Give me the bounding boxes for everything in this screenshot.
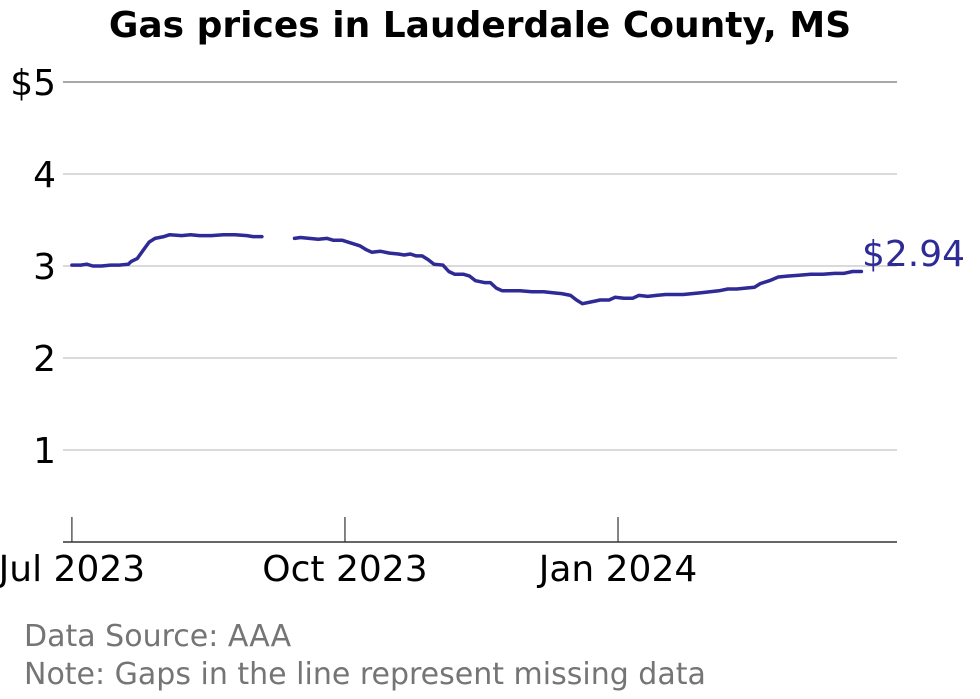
y-tick-label-2: 2 <box>33 339 56 380</box>
x-tick-label-0: Jul 2023 <box>0 549 145 590</box>
x-tick-label-1: Oct 2023 <box>262 549 427 590</box>
data-source-note: Data Source: AAA <box>24 619 292 654</box>
y-axis-ticks: 1 2 3 4 $5 <box>10 63 56 472</box>
gridlines <box>63 81 897 451</box>
y-tick-label-4: 4 <box>33 155 56 196</box>
y-tick-label-5: $5 <box>10 63 56 104</box>
x-axis: Jul 2023 Oct 2023 Jan 2024 <box>0 517 897 590</box>
missing-data-note: Note: Gaps in the line represent missing… <box>24 657 706 692</box>
x-tick-label-2: Jan 2024 <box>537 549 698 590</box>
chart-title: Gas prices in Lauderdale County, MS <box>109 5 851 46</box>
y-tick-label-3: 3 <box>33 247 56 288</box>
y-tick-label-1: 1 <box>33 431 56 472</box>
price-line <box>70 232 864 306</box>
price-line-segment-1 <box>70 232 264 268</box>
price-line-segment-2 <box>292 235 864 306</box>
latest-price-label: $2.94 <box>862 234 965 275</box>
